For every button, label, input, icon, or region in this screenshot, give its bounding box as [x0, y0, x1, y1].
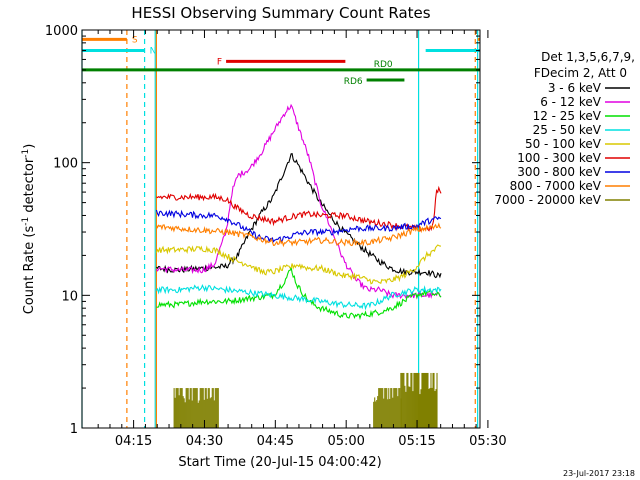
- series-line-2: [155, 103, 442, 300]
- series-line-5: [155, 244, 441, 285]
- flag-label: S: [132, 35, 138, 45]
- plot-area: S N F RD0 RD6: [81, 30, 480, 428]
- flag-label: RD6: [344, 77, 363, 87]
- y-tick-label: 1000: [45, 24, 78, 39]
- x-tick-label: 04:45: [257, 434, 294, 449]
- y-tick-label: 100: [53, 157, 78, 172]
- y-tick-label: 1: [70, 422, 78, 437]
- flag-label: N: [150, 47, 157, 57]
- y-axis: 1 10 100 1000: [45, 24, 480, 437]
- series-line-3: [156, 267, 442, 321]
- y-axis-label: Count Rate (s-1 detector-1): [21, 144, 37, 315]
- x-axis-label: Start Time (20-Jul-15 04:00:42): [178, 455, 381, 470]
- series-line-4: [155, 284, 442, 311]
- legend-label: 12 - 25 keV: [533, 109, 602, 123]
- legend-label: 3 - 6 keV: [548, 81, 602, 95]
- legend-label: 800 - 7000 keV: [510, 179, 602, 193]
- series-line-8: [155, 222, 442, 248]
- legend-label: 100 - 300 keV: [517, 151, 601, 165]
- legend-header-detectors: Det 1,3,5,6,7,9,: [541, 50, 635, 64]
- legend-header-decimation: FDecim 2, Att 0: [534, 66, 627, 80]
- burst-block: [373, 388, 402, 428]
- x-tick-label: 04:30: [186, 434, 223, 449]
- y-tick-label: 10: [61, 289, 78, 304]
- series-line-7: [155, 209, 442, 243]
- timestamp: 23-Jul-2017 23:18: [563, 469, 635, 478]
- x-tick-label: 05:00: [327, 434, 364, 449]
- x-axis: 04:15 04:30 04:45 05:00 05:15 05:30: [97, 30, 507, 449]
- legend-label: 7000 - 20000 keV: [494, 193, 601, 207]
- plot-frame: [81, 29, 481, 429]
- legend-label: 6 - 12 keV: [540, 95, 602, 109]
- legend: Det 1,3,5,6,7,9, FDecim 2, Att 0 3 - 6 k…: [494, 50, 635, 207]
- flag-label: F: [217, 57, 222, 67]
- legend-label: 25 - 50 keV: [533, 123, 602, 137]
- burst-block: [173, 388, 219, 428]
- x-tick-label: 05:30: [469, 434, 506, 449]
- series-line-6: [156, 185, 442, 232]
- x-tick-label: 04:15: [115, 434, 152, 449]
- x-tick-label: 05:15: [398, 434, 435, 449]
- legend-label: 50 - 100 keV: [525, 137, 602, 151]
- legend-label: 300 - 800 keV: [517, 165, 601, 179]
- burst-block: [400, 372, 438, 428]
- flag-label: RD0: [374, 60, 393, 70]
- chart-title: HESSI Observing Summary Count Rates: [131, 4, 430, 22]
